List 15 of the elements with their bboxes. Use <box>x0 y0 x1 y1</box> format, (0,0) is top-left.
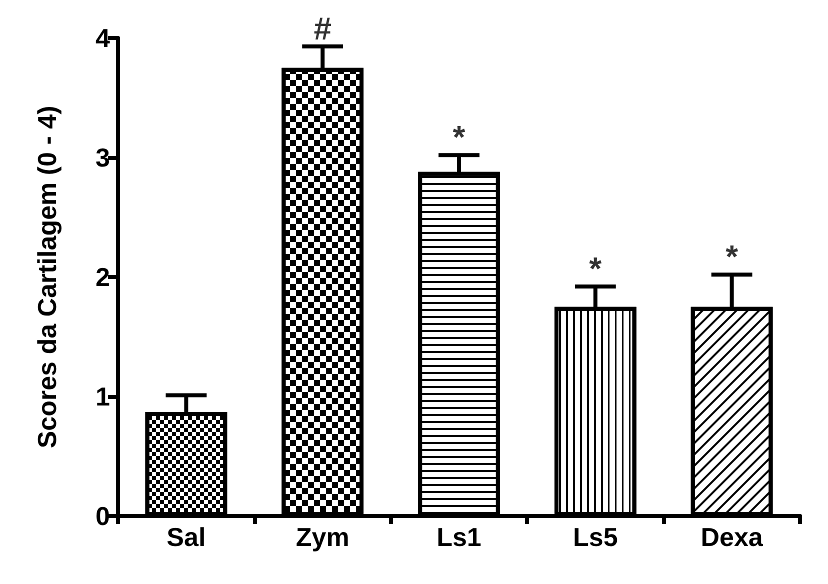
y-tick-label: 2 <box>96 262 110 292</box>
x-tick-label: Ls5 <box>572 522 618 552</box>
x-tick-label: Dexa <box>700 522 764 552</box>
x-tick-label: Zym <box>296 522 350 552</box>
annotation: * <box>589 250 602 287</box>
y-tick-label: 4 <box>96 23 111 53</box>
y-tick-label: 0 <box>96 501 110 531</box>
y-tick-label: 1 <box>96 382 110 412</box>
x-tick-label: Sal <box>166 522 206 552</box>
annotation: # <box>314 10 332 46</box>
y-tick-label: 3 <box>96 142 110 172</box>
y-axis-title: Scores da Cartilagem (0 - 4) <box>32 106 62 448</box>
annotation: * <box>452 119 466 156</box>
annotation: * <box>726 238 739 275</box>
x-tick-label: Ls1 <box>436 522 482 552</box>
